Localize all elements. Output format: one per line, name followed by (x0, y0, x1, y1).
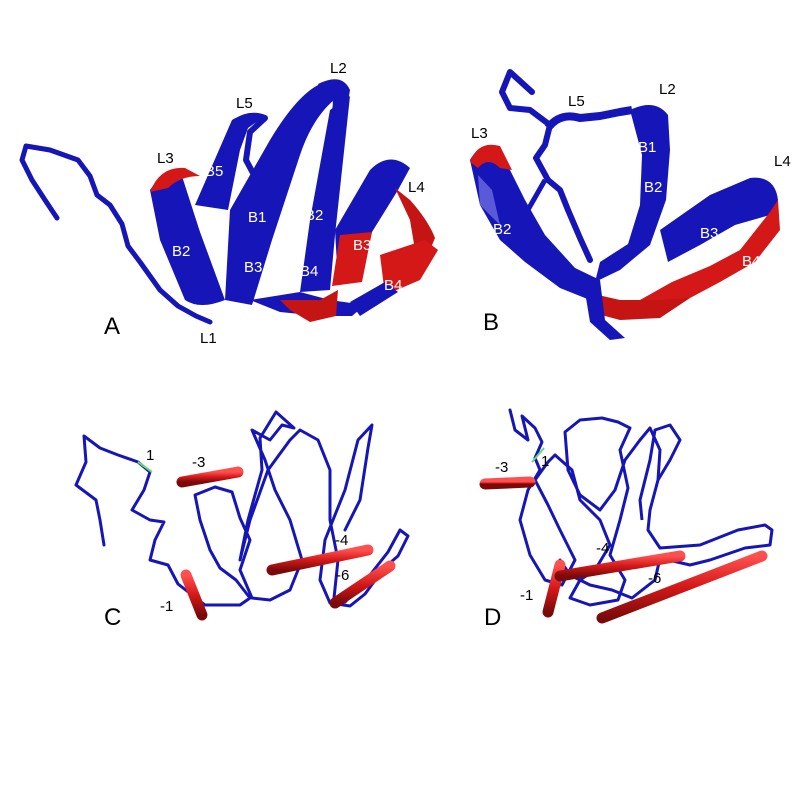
panel-a-label-b3-left: B3 (244, 259, 262, 276)
panel-b-top-coil (499, 69, 593, 263)
panel-b-strand-b2-left (470, 147, 600, 300)
panel-a-label-l4: L4 (408, 179, 425, 196)
panel-a-label-l2: L2 (330, 60, 347, 77)
panel-b-strand-b1-b2 (595, 105, 670, 282)
panel-d: D 1 -3 -1 -4 -6 (479, 408, 774, 631)
panel-d-right-trace (638, 423, 682, 521)
panel-d-label-m3: -3 (495, 459, 508, 476)
panel-a-label-b2-left: B2 (172, 243, 190, 260)
panel-d-label-m6: -6 (648, 570, 661, 587)
panel-b-label-b4: B4 (742, 253, 760, 270)
panel-b-label-l3: L3 (471, 125, 488, 142)
panel-b-strand-b4-red (640, 200, 780, 310)
panel-b-letter: B (483, 309, 499, 336)
panel-a-b4-blue-tail (350, 282, 398, 316)
panel-d-letter: D (484, 604, 501, 631)
panel-d-hbond-cylinder-m6 (596, 550, 768, 624)
panel-c-label-m4: -4 (335, 532, 348, 549)
panel-c-hbond-cylinder-m6 (329, 560, 396, 609)
panel-b-strand-b2-shade (478, 175, 500, 225)
panel-c-label-m3: -3 (192, 454, 205, 471)
panel-a-label-b3-right: B3 (353, 237, 371, 254)
panel-c-hbond-cylinder-m4 (266, 544, 374, 576)
panel-a-loop-l5-coil (233, 112, 268, 192)
panel-a-label-l3: L3 (157, 150, 174, 167)
panel-b-strand-b3 (660, 177, 778, 262)
panel-a-label-b4-left: B4 (300, 263, 318, 280)
panel-a-loop-l3-segment (150, 167, 200, 192)
panel-b-label-b2-left: B2 (493, 221, 511, 238)
panel-b-lower-coil (522, 178, 572, 271)
panel-a-n-terminal-coil (19, 143, 213, 325)
panel-b-label-b3: B3 (700, 225, 718, 242)
panel-d-hbond-1 (531, 447, 545, 463)
panel-a-label-l5: L5 (236, 95, 253, 112)
panel-c-backbone-trace (74, 410, 410, 608)
panel-b-label-l4: L4 (774, 153, 791, 170)
panel-b-label-l2: L2 (659, 81, 676, 98)
panel-c-label-m1: -1 (160, 598, 173, 615)
panel-a-strand-b2-b4 (300, 96, 350, 292)
panel-b-label-l5: L5 (568, 93, 585, 110)
panel-a-label-b2-right: B2 (305, 207, 323, 224)
panel-b-bottom-blue (585, 280, 625, 340)
panel-b-loop-l3-red (470, 144, 512, 170)
panel-a: A L1 L2 L3 L4 L5 B5 B2 B1 B3 B2 B4 B3 B4 (19, 60, 438, 347)
panel-a-bottom-red (280, 290, 338, 322)
panel-b-l5-coil (544, 106, 633, 131)
panel-c-hbond-1 (137, 461, 153, 473)
panel-a-label-b4-right: B4 (384, 277, 402, 294)
panel-a-strand-b5 (195, 115, 262, 210)
panel-a-label-b5: B5 (205, 163, 223, 180)
panel-a-letter: A (104, 313, 120, 340)
panel-c-hbond-cylinder-m1 (180, 569, 208, 621)
panel-d-hbond-cylinder-m4 (554, 550, 686, 582)
panel-b-label-b2-right: B2 (644, 179, 662, 196)
panel-a-label-b1: B1 (248, 209, 266, 226)
panel-d-label-m4: -4 (596, 540, 609, 557)
panel-c-label-m6: -6 (336, 567, 349, 584)
panel-d-label-m1: -1 (520, 587, 533, 604)
panel-a-strand-b3-red (332, 232, 372, 286)
panel-d-label-1: 1 (541, 453, 549, 470)
panel-a-strand-b4-red (380, 240, 438, 295)
panel-b-label-b1: B1 (638, 139, 656, 156)
panel-b: B L2 L3 L4 L5 B1 B2 B2 B3 B4 (470, 69, 791, 340)
panel-c-label-1: 1 (146, 447, 154, 464)
panel-a-label-l1: L1 (200, 330, 217, 347)
panel-b-bottom-red (585, 292, 690, 320)
panel-a-strand-b2 (150, 170, 225, 305)
panel-c: C 1 -3 -1 -4 -6 (74, 410, 410, 631)
panel-a-strand-b1-b3 (225, 82, 345, 305)
panel-d-backbone-trace (508, 408, 774, 607)
panel-c-letter: C (104, 604, 121, 631)
panel-c-hbond-cylinder-m3 (176, 466, 244, 488)
panel-d-hbond-cylinder-m3 (479, 476, 536, 490)
